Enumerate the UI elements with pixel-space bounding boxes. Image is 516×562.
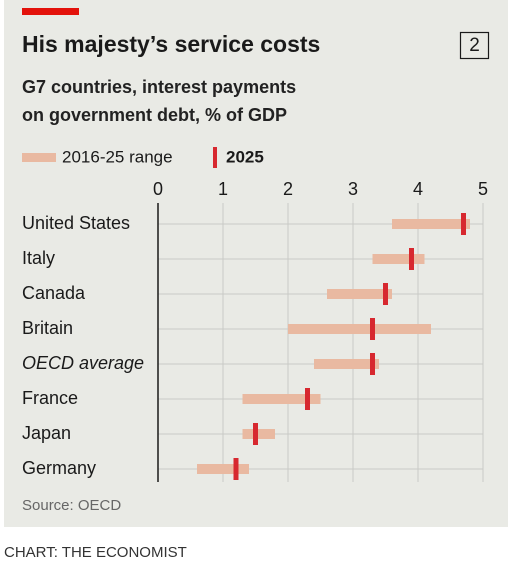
subtitle: G7 countries, interest payments [22,77,296,97]
category-label: Canada [22,283,86,303]
legend-swatch [213,147,217,168]
legend-label: 2016-25 range [62,147,173,166]
category-label: Germany [22,458,96,478]
legend-swatch [22,153,56,162]
marker-2025 [253,423,258,445]
category-label: Italy [22,248,55,268]
x-tick-label: 0 [153,179,163,199]
marker-2025 [461,213,466,235]
range-bar [288,324,431,334]
range-bar [327,289,392,299]
source: Source: OECD [22,497,121,514]
chart-title: His majesty’s service costs [22,31,320,57]
category-label: United States [22,213,130,233]
x-tick-label: 3 [348,179,358,199]
x-tick-label: 4 [413,179,423,199]
accent-bar [22,8,79,15]
range-bar [242,429,275,439]
category-label: France [22,388,78,408]
range-bar [372,254,425,264]
x-tick-label: 2 [283,179,293,199]
range-bar [314,359,379,369]
x-tick-label: 1 [218,179,228,199]
x-tick-label: 5 [478,179,488,199]
marker-2025 [233,458,239,480]
marker-2025 [370,318,375,340]
credit: CHART: THE ECONOMIST [4,544,187,561]
chart-number-box [459,31,490,60]
chart-number: 2 [469,35,480,56]
range-bar [392,219,470,229]
marker-2025 [383,283,388,305]
subtitle: on government debt, % of GDP [22,105,287,125]
legend-label: 2025 [226,147,264,166]
marker-2025 [305,388,310,410]
range-bar [197,464,249,474]
marker-2025 [409,248,414,270]
category-label: OECD average [22,353,144,373]
category-label: Japan [22,423,71,443]
marker-2025 [370,353,375,375]
range-bar [242,394,321,404]
category-label: Britain [22,318,73,338]
